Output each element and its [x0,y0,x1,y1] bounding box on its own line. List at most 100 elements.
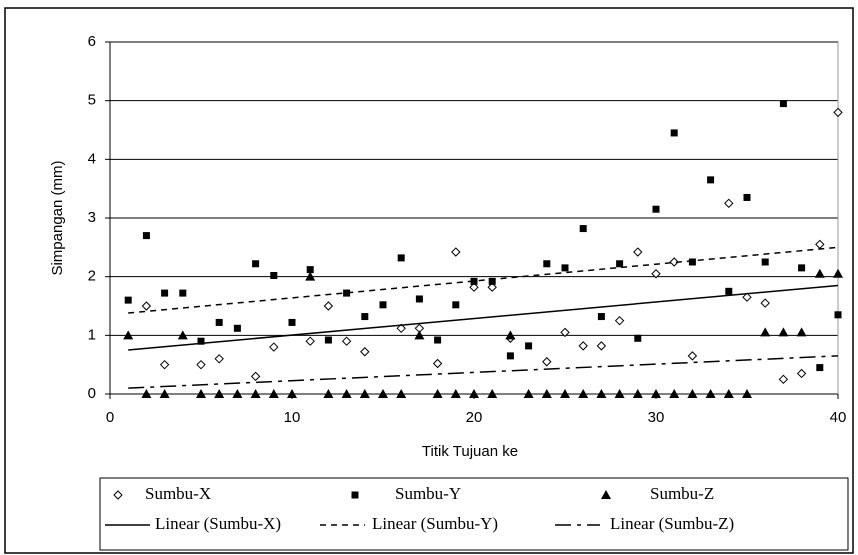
marker-square [670,129,678,137]
marker-square [579,225,587,233]
marker-square [361,313,369,321]
marker-square [798,264,806,272]
marker-diamond [651,269,661,279]
marker-diamond [796,368,807,379]
legend-label: Sumbu-Z [650,484,714,503]
marker-triangle [687,389,698,398]
marker-triangle [323,389,334,398]
marker-diamond [815,239,825,250]
marker-diamond [396,323,406,334]
y-tick-label: 0 [88,385,96,402]
x-tick-label: 20 [466,409,483,426]
y-axis-title: Simpangan (mm) [49,160,66,275]
marker-square [616,260,624,268]
marker-triangle [123,330,134,340]
marker-triangle [596,389,607,398]
marker-diamond [633,247,643,257]
marker-triangle [469,389,479,398]
marker-triangle [614,389,625,398]
marker-triangle [523,389,534,398]
marker-diamond [196,359,206,370]
legend-label: Linear (Sumbu-Z) [610,514,734,533]
marker-triangle [796,327,807,337]
marker-triangle [214,389,225,398]
marker-diamond [159,359,170,370]
marker-square [543,260,551,268]
marker-triangle [601,490,611,499]
marker-diamond [432,358,443,369]
y-tick-label: 6 [88,33,96,50]
marker-triangle [487,389,498,398]
marker-square [779,100,787,108]
marker-square [434,336,442,344]
marker-diamond [250,371,261,382]
marker-square [215,318,223,326]
marker-diamond [560,327,570,338]
y-tick-label: 3 [88,209,96,226]
marker-square [634,334,642,342]
marker-triangle [196,389,206,398]
marker-triangle [760,327,771,337]
marker-square [124,296,132,304]
marker-diamond [778,374,789,385]
marker-triangle [159,389,170,398]
y-tick-label: 4 [88,150,96,167]
marker-triangle [341,389,352,398]
marker-triangle [669,389,680,398]
marker-square [652,205,660,213]
marker-diamond [469,282,479,292]
legend-label: Linear (Sumbu-Y) [372,514,498,533]
chart-frame [4,7,854,554]
marker-triangle [250,389,261,398]
marker-diamond [305,336,315,346]
marker-triangle [287,389,297,398]
marker-diamond [341,336,352,346]
marker-triangle [305,271,316,281]
marker-square [161,289,169,297]
marker-triangle [378,389,388,398]
marker-square [351,491,359,499]
marker-triangle [541,389,552,398]
marker-triangle [505,330,516,340]
marker-square [707,176,715,184]
marker-square [452,301,460,309]
x-axis-title: Titik Tujuan ke [422,443,518,460]
marker-square [252,260,260,268]
marker-square [725,287,733,295]
marker-triangle [814,268,825,278]
trend-line [128,355,839,389]
legend-label: Linear (Sumbu-X) [155,514,281,533]
trend-line [128,284,839,351]
marker-triangle [232,389,243,398]
marker-triangle [268,389,279,398]
marker-square [761,258,769,266]
marker-square [288,318,296,326]
marker-triangle [742,389,752,398]
marker-square [470,277,478,285]
marker-square [233,324,241,332]
legend-label: Sumbu-X [145,484,211,503]
x-tick-label: 10 [284,409,301,426]
marker-square [743,193,751,201]
marker-square [306,266,314,274]
marker-diamond [669,257,679,267]
marker-square [561,264,569,272]
legend-label: Sumbu-Y [395,484,461,503]
marker-triangle [432,389,443,398]
marker-diamond [596,341,607,351]
marker-square [324,336,332,344]
x-tick-label: 0 [106,409,114,426]
marker-square [270,271,278,279]
marker-triangle [396,389,407,398]
marker-diamond [451,247,461,257]
marker-square [379,301,387,309]
marker-square [397,254,405,262]
marker-diamond [760,298,770,308]
marker-square [597,313,605,321]
marker-diamond [487,282,497,292]
marker-triangle [651,389,661,398]
marker-square [197,337,205,345]
marker-diamond [113,490,123,500]
marker-diamond [269,342,279,352]
